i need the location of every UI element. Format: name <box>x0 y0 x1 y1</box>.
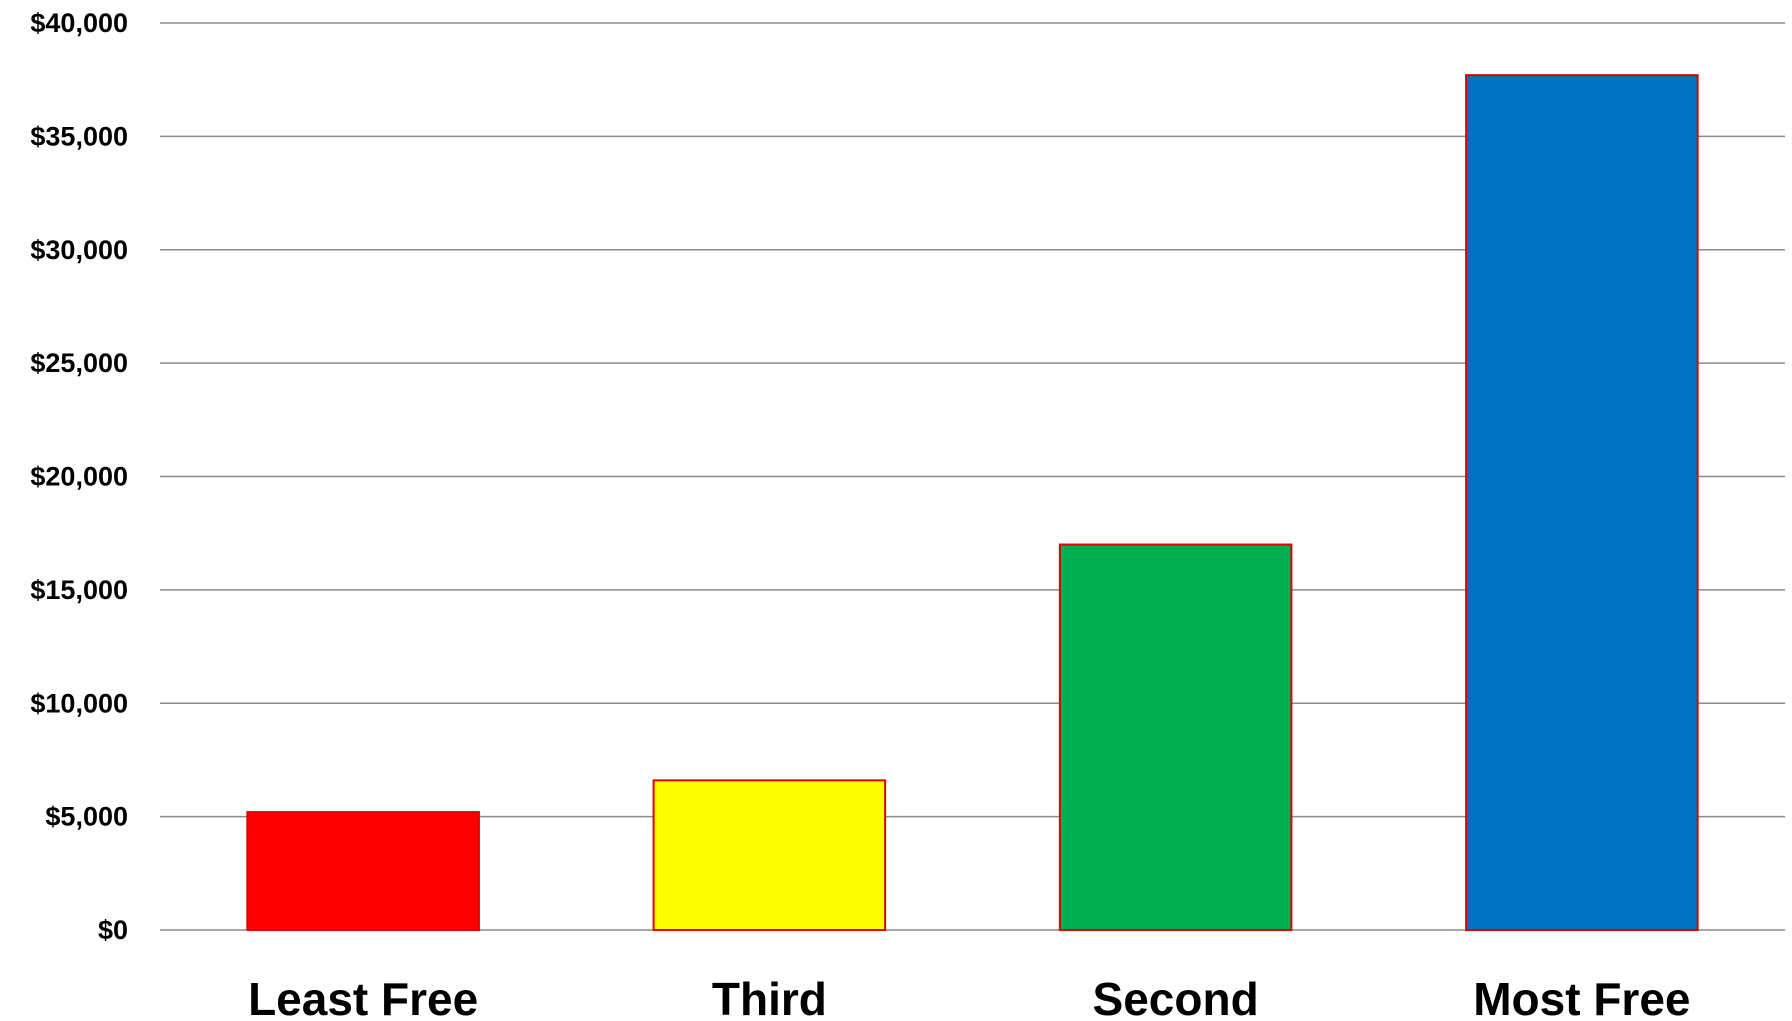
y-axis-tick-labels: $0 $5,000 $10,000 $15,000 $20,000 $25,000 $30,… <box>30 8 128 945</box>
x-category-label: Least Free <box>248 973 478 1021</box>
x-category-label: Third <box>712 973 827 1021</box>
bar-third <box>652 779 887 931</box>
x-axis-category-labels: Least Free Third Second Most Free <box>248 973 1690 1021</box>
y-tick-label: $30,000 <box>30 235 128 265</box>
bar-second <box>1058 543 1293 932</box>
y-tick-label: $35,000 <box>30 121 128 151</box>
y-tick-label: $15,000 <box>30 575 128 605</box>
y-tick-label: $20,000 <box>30 462 128 492</box>
y-tick-label: $5,000 <box>45 802 128 832</box>
y-tick-label: $40,000 <box>30 8 128 38</box>
y-tick-label: $25,000 <box>30 348 128 378</box>
bar-most-free <box>1465 74 1699 931</box>
y-tick-label: $10,000 <box>30 688 128 718</box>
bars <box>246 74 1699 932</box>
x-category-label: Most Free <box>1473 973 1690 1021</box>
bar-least-free <box>246 811 480 932</box>
x-category-label: Second <box>1093 973 1259 1021</box>
y-tick-label: $0 <box>98 915 128 945</box>
